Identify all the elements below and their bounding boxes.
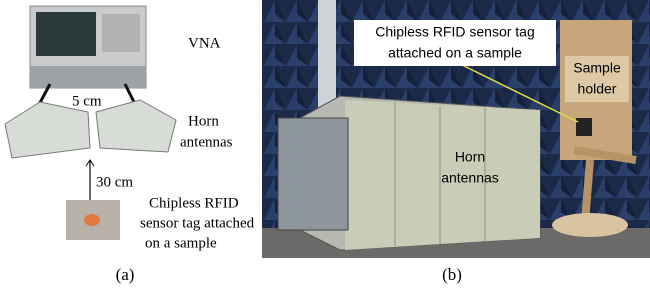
vna-front <box>30 66 146 88</box>
horn-left <box>5 102 90 158</box>
horn-right <box>96 100 176 152</box>
tag-label: Chipless RFID <box>149 195 239 211</box>
tag-label: on a sample <box>145 235 217 251</box>
tag-label: attached on a sample <box>388 45 522 61</box>
panel-label: (b) <box>442 265 462 284</box>
figure: 5 cm VNA Horn antennas 30 cm Chipless RF… <box>0 0 650 291</box>
mast <box>318 0 336 110</box>
antennas-label: antennas <box>441 170 499 186</box>
spacing-label: 5 cm <box>72 93 102 109</box>
holder-label: holder <box>578 81 617 97</box>
vna-screen <box>36 12 96 56</box>
antennas-label: antennas <box>180 134 233 150</box>
antennas-label: Horn <box>188 113 219 129</box>
holder-label: Sample <box>573 60 621 76</box>
distance-label: 30 cm <box>96 174 133 190</box>
panel-b: Chipless RFID sensor tag attached on a s… <box>262 0 650 284</box>
vna-keys <box>102 14 140 52</box>
vna-label: VNA <box>188 35 221 51</box>
panel-a: 5 cm VNA Horn antennas 30 cm Chipless RF… <box>5 6 255 284</box>
panel-label: (a) <box>116 265 135 284</box>
holder-tag <box>576 118 592 136</box>
horn-flange <box>278 118 348 230</box>
tag-chip <box>84 214 100 226</box>
tag-label: sensor tag attached <box>140 215 255 231</box>
antennas-label: Horn <box>455 149 485 165</box>
holder-base <box>552 213 628 237</box>
tag-label: Chipless RFID sensor tag <box>375 24 535 40</box>
